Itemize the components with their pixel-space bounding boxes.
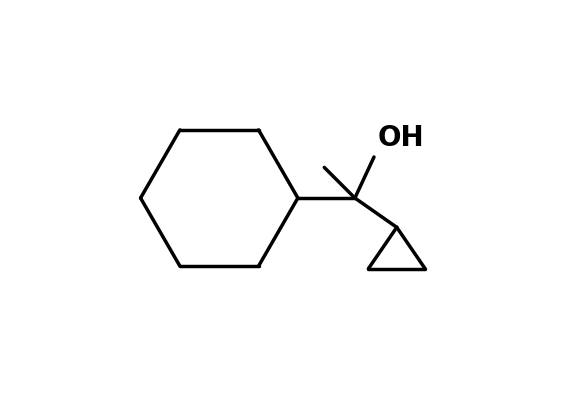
- Text: OH: OH: [377, 124, 424, 152]
